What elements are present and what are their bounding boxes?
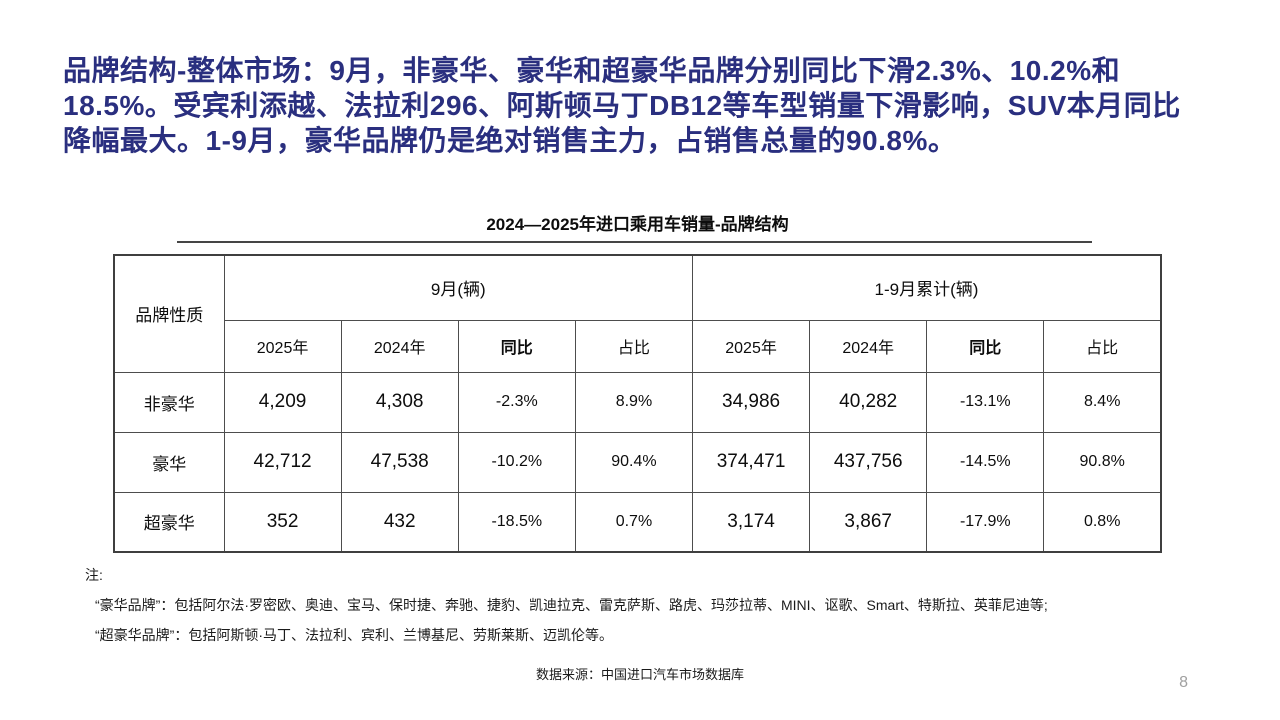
cell-sep-share: 8.9% — [574, 371, 694, 433]
sales-table: 品牌性质 9月(辆) 1-9月累计(辆) 2025年 2024年 同比 占比 2… — [113, 254, 1162, 553]
cell-cum-2024: 40,282 — [809, 371, 928, 433]
table-title-underline — [177, 241, 1092, 243]
cell-sep-2025: 42,712 — [223, 431, 342, 493]
col-header-cum-2024: 2024年 — [809, 319, 928, 373]
group-header-september: 9月(辆) — [223, 254, 693, 321]
table-row-super-luxury: 超豪华 352 432 -18.5% 0.7% 3,174 3,867 -17.… — [113, 491, 1162, 553]
col-header-sep-2024: 2024年 — [340, 319, 459, 373]
cell-sep-2025: 4,209 — [223, 371, 342, 433]
page-number: 8 — [1179, 674, 1188, 691]
col-header-sep-2025: 2025年 — [223, 319, 342, 373]
headline-line: 降幅最大。1-9月，豪华品牌仍是绝对销售主力，占销售总量的90.8%。 — [63, 125, 957, 156]
table-header-group-row: 品牌性质 9月(辆) 1-9月累计(辆) — [113, 254, 1162, 373]
col-header-cum-yoy: 同比 — [926, 319, 1045, 373]
row-label: 非豪华 — [113, 371, 225, 433]
table-section: 2024—2025年进口乘用车销量-品牌结构 品牌性质 9月(辆) 1-9月累计… — [113, 214, 1162, 553]
cell-sep-yoy: -18.5% — [457, 491, 576, 553]
headline-line: 品牌结构-整体市场：9月，非豪华、豪华和超豪华品牌分别同比下滑2.3%、10.2… — [63, 55, 1121, 86]
cell-cum-2025: 3,174 — [691, 491, 811, 553]
table-row-luxury: 豪华 42,712 47,538 -10.2% 90.4% 374,471 43… — [113, 431, 1162, 493]
table-row-non-luxury: 非豪华 4,209 4,308 -2.3% 8.9% 34,986 40,282… — [113, 371, 1162, 433]
cell-cum-yoy: -13.1% — [926, 371, 1045, 433]
headline-line: 18.5%。受宾利添越、法拉利296、阿斯顿马丁DB12等车型销量下滑影响，SU… — [63, 90, 1181, 121]
cell-cum-2024: 3,867 — [809, 491, 928, 553]
data-source: 数据来源：中国进口汽车市场数据库 — [535, 667, 744, 682]
cell-sep-yoy: -10.2% — [457, 431, 576, 493]
col-header-sep-yoy: 同比 — [457, 319, 576, 373]
cell-cum-share: 8.4% — [1043, 371, 1162, 433]
cell-sep-share: 90.4% — [574, 431, 694, 493]
cell-cum-share: 0.8% — [1043, 491, 1162, 553]
corner-header: 品牌性质 — [113, 254, 225, 373]
note-luxury-brands: “豪华品牌”：包括阿尔法·罗密欧、奥迪、宝马、保时捷、奔驰、捷豹、凯迪拉克、雷克… — [95, 597, 1048, 613]
cell-cum-yoy: -17.9% — [926, 491, 1045, 553]
row-label: 超豪华 — [113, 491, 225, 553]
col-header-sep-share: 占比 — [574, 319, 694, 373]
cell-cum-2025: 374,471 — [691, 431, 811, 493]
cell-sep-yoy: -2.3% — [457, 371, 576, 433]
cell-sep-2024: 47,538 — [340, 431, 459, 493]
cell-sep-2024: 4,308 — [340, 371, 459, 433]
cell-sep-2025: 352 — [223, 491, 342, 553]
cell-cum-yoy: -14.5% — [926, 431, 1045, 493]
notes-label: 注: — [85, 567, 103, 583]
table-title: 2024—2025年进口乘用车销量-品牌结构 — [486, 215, 789, 234]
notes: 注: “豪华品牌”：包括阿尔法·罗密欧、奥迪、宝马、保时捷、奔驰、捷豹、凯迪拉克… — [85, 566, 1048, 644]
cell-cum-share: 90.8% — [1043, 431, 1162, 493]
cell-cum-2024: 437,756 — [809, 431, 928, 493]
cell-cum-2025: 34,986 — [691, 371, 811, 433]
note-super-luxury-brands: “超豪华品牌”：包括阿斯顿·马丁、法拉利、宾利、兰博基尼、劳斯莱斯、迈凯伦等。 — [95, 627, 613, 643]
row-label: 豪华 — [113, 431, 225, 493]
group-header-cumulative: 1-9月累计(辆) — [692, 254, 1162, 321]
table-header-sub-row: 2025年 2024年 同比 占比 2025年 2024年 同比 占比 — [114, 319, 1162, 373]
headline: 品牌结构-整体市场：9月，非豪华、豪华和超豪华品牌分别同比下滑2.3%、10.2… — [63, 53, 1233, 158]
col-header-cum-share: 占比 — [1043, 319, 1162, 373]
cell-sep-share: 0.7% — [574, 491, 694, 553]
cell-sep-2024: 432 — [340, 491, 459, 553]
col-header-cum-2025: 2025年 — [691, 319, 811, 373]
